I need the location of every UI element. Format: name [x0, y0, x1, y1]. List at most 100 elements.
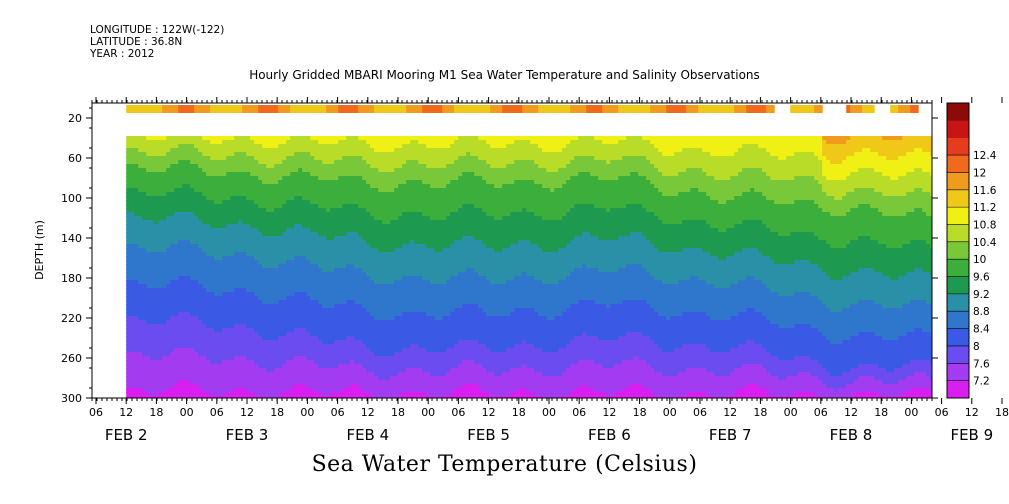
heat-cell [210, 392, 215, 398]
heat-cell [314, 304, 319, 310]
heat-cell [206, 288, 211, 294]
heat-cell [234, 220, 239, 226]
heat-cell [278, 152, 283, 158]
heat-cell [422, 300, 427, 306]
heat-cell [222, 248, 227, 254]
heat-cell [166, 172, 171, 178]
heat-cell [234, 396, 239, 398]
heat-cell [362, 216, 367, 222]
heat-cell [158, 380, 163, 386]
heat-cell [126, 216, 131, 222]
heat-cell [366, 320, 371, 326]
heat-cell [190, 296, 195, 302]
heat-cell [338, 252, 343, 258]
heat-cell [354, 304, 359, 310]
heat-cell [178, 256, 183, 262]
heat-cell [294, 228, 299, 234]
heat-cell [210, 304, 215, 310]
heat-cell [274, 352, 279, 358]
heat-cell [278, 380, 283, 386]
heat-cell [386, 252, 391, 258]
heat-cell [410, 384, 415, 390]
heat-cell [374, 240, 379, 246]
heat-cell [310, 268, 315, 274]
heat-cell [190, 260, 195, 266]
heat-cell [210, 236, 215, 242]
heat-cell [270, 216, 275, 222]
heat-cell [154, 352, 159, 358]
heat-cell [238, 352, 243, 358]
heat-cell [162, 344, 167, 350]
heat-cell [298, 268, 303, 274]
heat-cell [290, 248, 295, 254]
heat-cell [190, 216, 195, 222]
heat-cell [182, 292, 187, 298]
heat-cell [410, 152, 415, 158]
heat-cell [250, 184, 255, 190]
heat-cell [134, 324, 139, 330]
heat-cell [250, 256, 255, 262]
heat-cell [310, 292, 315, 298]
heat-cell [418, 256, 423, 262]
heat-cell [206, 184, 211, 190]
heat-cell [314, 260, 319, 266]
heat-cell [394, 260, 399, 266]
heat-cell [266, 176, 271, 182]
heat-cell [154, 340, 159, 346]
heat-cell [262, 208, 267, 214]
heat-cell [382, 232, 387, 238]
heat-cell [426, 148, 431, 154]
heat-cell [134, 140, 139, 146]
heat-cell [290, 204, 295, 210]
heat-cell [354, 384, 359, 390]
heat-cell [422, 388, 427, 394]
heat-cell [398, 360, 403, 366]
heat-cell [242, 308, 247, 314]
heat-cell [186, 224, 191, 230]
heat-cell [150, 344, 155, 350]
heat-cell [370, 184, 375, 190]
heat-cell [234, 148, 239, 154]
heat-cell [250, 224, 255, 230]
heat-cell [274, 392, 279, 398]
heat-cell [382, 352, 387, 358]
heat-cell [398, 244, 403, 250]
heat-cell [358, 372, 363, 378]
heat-cell [426, 312, 431, 318]
heat-cell [246, 304, 251, 310]
heat-cell [238, 244, 243, 250]
heat-cell [242, 284, 247, 290]
heat-cell [234, 260, 239, 266]
heat-cell [378, 336, 383, 342]
heat-cell [282, 256, 287, 262]
heat-cell [146, 188, 151, 194]
heat-cell [410, 140, 415, 146]
heat-cell [190, 392, 195, 398]
heat-cell [294, 200, 299, 206]
heat-cell [238, 376, 243, 382]
heat-cell [334, 168, 339, 174]
heat-cell [362, 336, 367, 342]
heat-cell [266, 284, 271, 290]
heat-cell [378, 256, 383, 262]
heat-cell [306, 156, 311, 162]
heat-cell [378, 260, 383, 266]
heat-cell [426, 212, 431, 218]
heat-cell [206, 388, 211, 394]
heat-cell [146, 388, 151, 394]
heat-cell [150, 304, 155, 310]
heat-cell [198, 172, 203, 178]
heat-cell [274, 268, 279, 274]
heat-cell [290, 232, 295, 238]
heat-cell [198, 248, 203, 254]
heat-cell [130, 208, 135, 214]
heat-cell [278, 192, 283, 198]
heat-cell [146, 324, 151, 330]
heat-cell [194, 200, 199, 206]
heat-cell [286, 288, 291, 294]
heat-cell [414, 176, 419, 182]
heat-cell [318, 328, 323, 334]
heat-cell [410, 148, 415, 154]
heat-cell [350, 188, 355, 194]
heat-cell [326, 300, 331, 306]
